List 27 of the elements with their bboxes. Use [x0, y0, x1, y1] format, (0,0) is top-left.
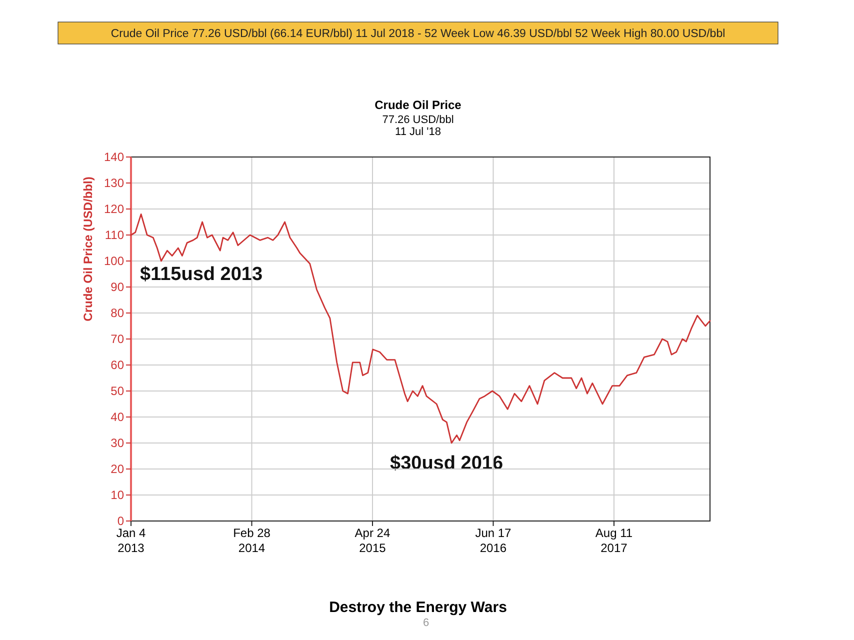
- y-tick-label: 40: [110, 410, 124, 424]
- y-axis-title: Crude Oil Price (USD/bbl): [81, 176, 95, 322]
- x-tick-label: Aug 11 2017: [595, 526, 633, 555]
- y-tick-label: 110: [104, 228, 124, 242]
- y-tick-label: 20: [110, 462, 124, 476]
- chart-subtitle: 77.26 USD/bbl 11 Jul '18: [382, 114, 454, 138]
- y-tick-label: 60: [110, 358, 124, 372]
- x-tick-label: Feb 28 2014: [233, 526, 271, 555]
- y-tick-label: 100: [104, 254, 124, 268]
- y-tick-label: 90: [110, 280, 124, 294]
- text: 6: [422, 617, 430, 629]
- y-tick-label: 80: [110, 306, 124, 320]
- y-tick-label: 50: [110, 384, 124, 398]
- y-tick-label: 10: [110, 488, 124, 502]
- y-tick-label: 130: [104, 176, 124, 190]
- chart-title: Crude Oil Price: [374, 98, 462, 112]
- x-tick-label: Jun 17 2016: [475, 526, 512, 555]
- y-tick-label: 140: [104, 150, 124, 164]
- y-tick-label: 30: [110, 436, 124, 450]
- y-tick-label: 120: [104, 202, 124, 216]
- x-tick-label: Jan 4 2013: [116, 526, 146, 555]
- y-tick-label: 0: [117, 514, 124, 528]
- x-tick-label: Apr 24 2015: [354, 526, 390, 555]
- text: Crude Oil Price 77.26 USD/bbl (66.14 EUR/bbl) 11 Jul 2018 - 52 Week Low 46.39 USD/bbl 52 Week High 80.00 USD/bbl: [110, 28, 726, 40]
- annotation: $115usd 2013: [140, 264, 263, 285]
- y-tick-label: 70: [110, 332, 124, 346]
- text: Destroy the Energy Wars: [329, 599, 507, 616]
